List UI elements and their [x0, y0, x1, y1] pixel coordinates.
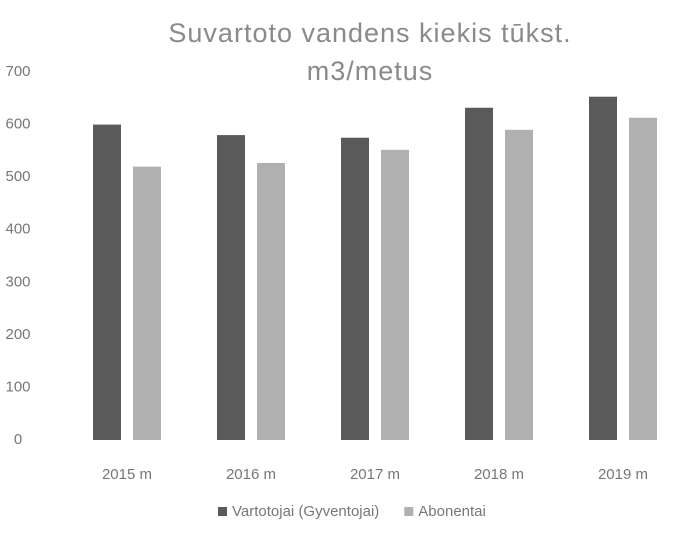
bar [341, 137, 369, 440]
bar [257, 162, 285, 440]
x-tick-label: 2016 m [226, 466, 276, 483]
x-tick-label: 2018 m [474, 466, 524, 483]
legend-label: Vartotojai (Gyventojai) [232, 503, 379, 520]
legend-swatch [218, 507, 227, 516]
bar [93, 124, 121, 441]
y-tick-label: 600 [5, 116, 30, 133]
y-tick-label: 0 [14, 431, 22, 448]
x-tick-label: 2015 m [102, 466, 152, 483]
y-tick-label: 300 [5, 273, 30, 290]
y-tick-label: 200 [5, 326, 30, 343]
bar [133, 166, 161, 440]
bar [629, 117, 657, 440]
x-tick-label: 2019 m [598, 466, 648, 483]
bar [505, 129, 533, 441]
x-tick-label: 2017 m [350, 466, 400, 483]
y-tick-label: 700 [5, 63, 30, 80]
chart-title: Suvartoto vandens kiekis tūkst. m3/metus [168, 18, 572, 86]
bar [589, 96, 617, 441]
bar [465, 107, 493, 441]
legend-label: Abonentai [418, 503, 486, 520]
y-tick-label: 100 [5, 378, 30, 395]
bar [381, 149, 409, 440]
bar [217, 135, 245, 441]
y-tick-label: 400 [5, 221, 30, 238]
y-tick-label: 500 [5, 168, 30, 185]
legend-swatch [404, 507, 414, 516]
